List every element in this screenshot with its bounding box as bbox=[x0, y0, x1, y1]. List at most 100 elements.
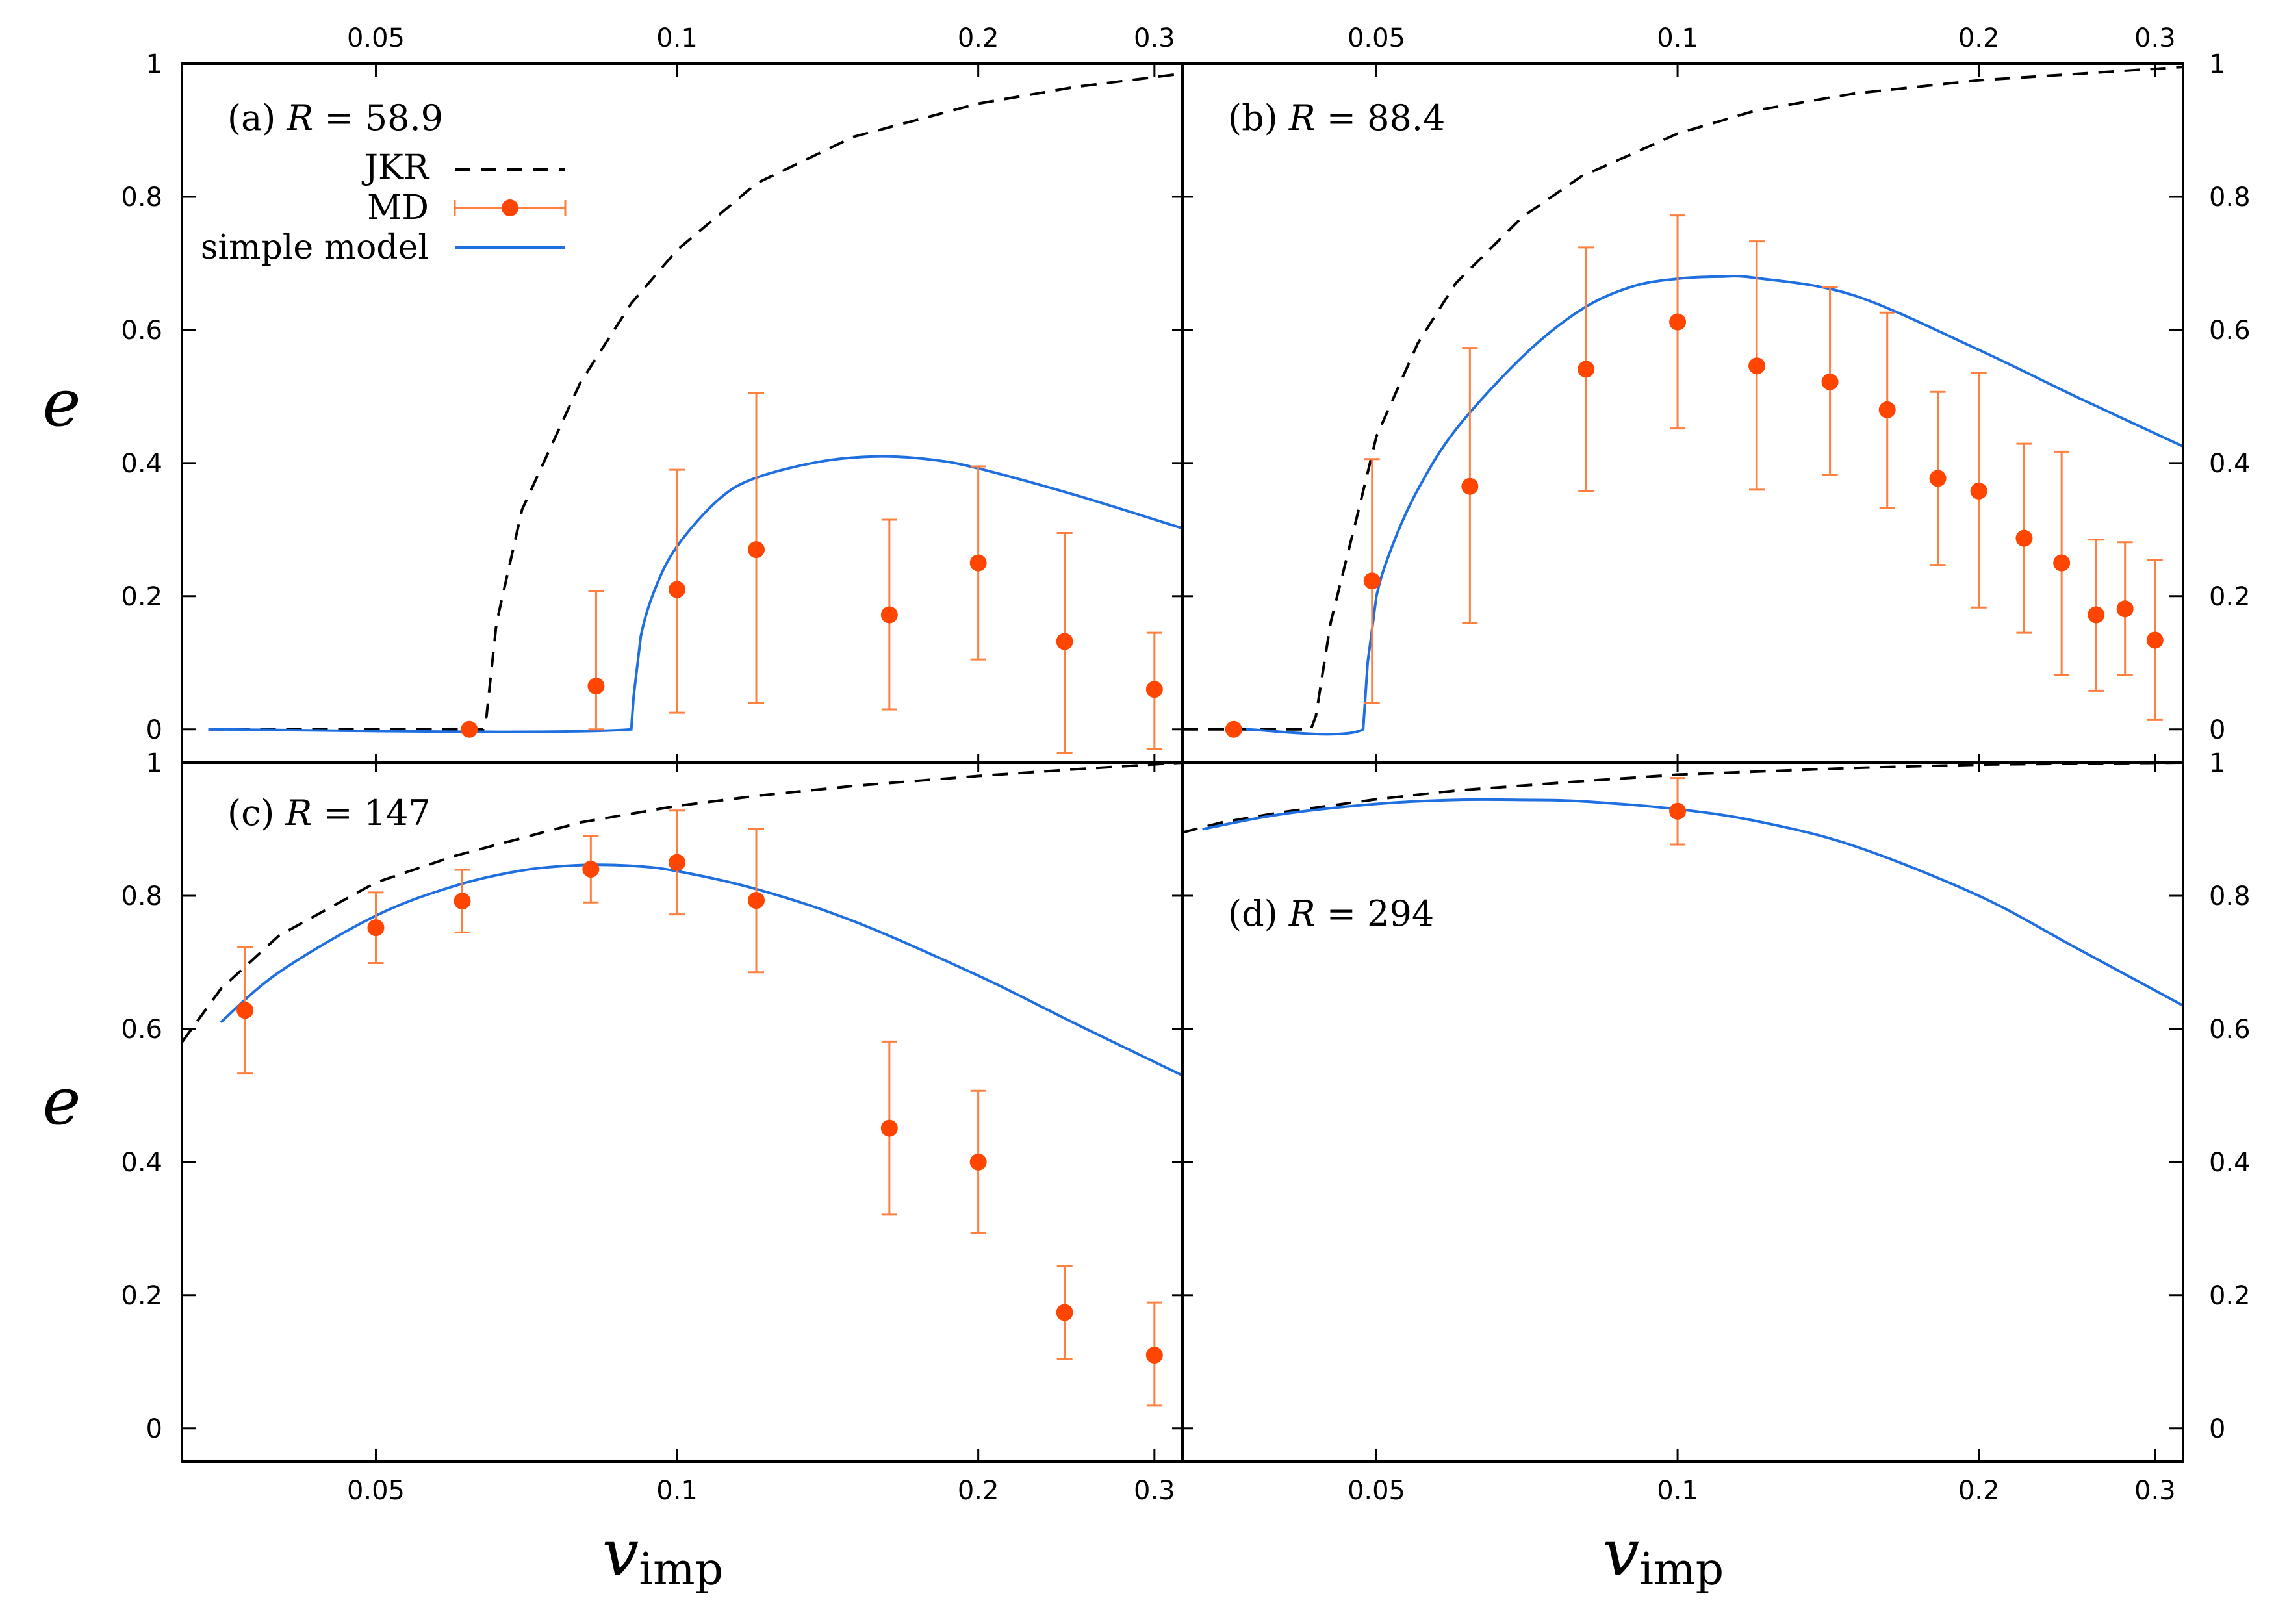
x-tick-label-bottom: 0.05 bbox=[1348, 1476, 1405, 1506]
x-tick-label-bottom: 0.2 bbox=[958, 1476, 999, 1506]
legend: JKR MD simple model bbox=[201, 148, 567, 267]
y-tick-label-left: 0.2 bbox=[121, 582, 162, 612]
md-point bbox=[669, 854, 686, 871]
md-point bbox=[1929, 470, 1947, 487]
md-point bbox=[1363, 572, 1381, 590]
legend-label-model: simple model bbox=[201, 228, 429, 267]
y-tick-label-right: 0.2 bbox=[2209, 1281, 2251, 1311]
x-axis-label-left: vimp bbox=[602, 1515, 723, 1595]
jkr-curve bbox=[1182, 66, 2183, 731]
md-point bbox=[1578, 361, 1595, 378]
y-tick-label-right: 0.4 bbox=[2209, 449, 2251, 479]
simple-model-curve bbox=[220, 863, 1182, 1077]
panel-a bbox=[208, 72, 1182, 754]
panel-label-d: (d) R = 294 bbox=[1228, 893, 1434, 934]
y-tick-label-left: 0.6 bbox=[121, 316, 162, 346]
md-point bbox=[880, 606, 898, 624]
md-point bbox=[2015, 529, 2033, 547]
y-tick-label-right: 0 bbox=[2209, 1414, 2225, 1444]
md-point bbox=[969, 1153, 987, 1171]
x-tick-label-bottom: 0.3 bbox=[1134, 1476, 1175, 1506]
x-axis-label-right: vimp bbox=[1603, 1515, 1724, 1595]
panel-d bbox=[1182, 763, 2183, 1007]
panel-plot-area bbox=[208, 72, 1182, 754]
y-tick-label-left: 0.8 bbox=[121, 882, 162, 911]
y-tick-label-left: 1 bbox=[146, 748, 162, 778]
md-point bbox=[1878, 401, 1896, 418]
y-tick-label-left: 0.2 bbox=[121, 1281, 162, 1311]
md-point bbox=[587, 678, 605, 695]
legend-label-md: MD bbox=[367, 188, 429, 227]
panel-c bbox=[182, 763, 1182, 1407]
md-point bbox=[236, 1002, 254, 1019]
axis-ticks: 0.05 0.05 0.1 0.1 0.2 0.2 0.3 0.3 0.05 0.05 0.1 0.1… bbox=[121, 23, 2250, 1506]
x-tick-label-bottom: 0.3 bbox=[2134, 1476, 2176, 1506]
panel-plot-area bbox=[182, 763, 1182, 1407]
simple-model-curve bbox=[208, 455, 1182, 733]
md-point bbox=[748, 541, 765, 559]
y-tick-label-left: 0.6 bbox=[121, 1015, 162, 1045]
y-tick-label-right: 0.6 bbox=[2209, 1015, 2251, 1045]
md-point bbox=[669, 581, 686, 598]
legend-label-jkr: JKR bbox=[361, 148, 430, 187]
panel-label-c: (c) R = 147 bbox=[227, 793, 431, 833]
md-point bbox=[367, 919, 385, 937]
y-tick-label-right: 0.6 bbox=[2209, 316, 2251, 346]
y-tick-label-right: 1 bbox=[2209, 49, 2225, 79]
y-tick-label-left: 0.4 bbox=[121, 449, 162, 479]
y-tick-label-right: 0.2 bbox=[2209, 582, 2251, 612]
panel-label-b: (b) R = 88.4 bbox=[1228, 97, 1445, 138]
x-tick-label-bottom: 0.1 bbox=[1657, 1476, 1698, 1506]
md-point bbox=[1145, 1347, 1163, 1364]
y-tick-label-right: 0.8 bbox=[2209, 882, 2251, 911]
x-tick-label-top: 0.2 bbox=[958, 23, 999, 53]
y-tick-label-right: 0 bbox=[2209, 715, 2225, 745]
md-point bbox=[969, 554, 987, 572]
panel-plot-area bbox=[1182, 763, 2183, 1007]
y-tick-label-right: 1 bbox=[2209, 748, 2225, 778]
y-tick-label-left: 0.4 bbox=[121, 1148, 162, 1178]
md-point bbox=[880, 1119, 898, 1137]
y-tick-label-left: 1 bbox=[146, 49, 162, 79]
md-point bbox=[1145, 681, 1163, 698]
md-point bbox=[1056, 1304, 1073, 1321]
x-tick-label-top: 0.1 bbox=[656, 23, 698, 53]
x-tick-label-top: 0.05 bbox=[347, 23, 405, 53]
x-tick-label-top: 0.1 bbox=[1657, 23, 1698, 53]
legend-swatch-md-marker bbox=[502, 199, 518, 216]
panel-b bbox=[1182, 66, 2183, 738]
x-tick-label-top: 0.3 bbox=[1134, 23, 1175, 53]
x-tick-label-top: 0.2 bbox=[1958, 23, 2000, 53]
x-tick-label-top: 0.3 bbox=[2134, 23, 2176, 53]
x-tick-label-bottom: 0.05 bbox=[347, 1476, 405, 1506]
md-point bbox=[1056, 633, 1073, 650]
md-point bbox=[1748, 357, 1766, 375]
y-axis-label-top: e bbox=[42, 365, 81, 441]
x-tick-label-bottom: 0.1 bbox=[656, 1476, 698, 1506]
md-point bbox=[748, 892, 765, 909]
md-point bbox=[1225, 720, 1242, 738]
md-point bbox=[1821, 373, 1839, 390]
panel-plot-area bbox=[1182, 66, 2183, 738]
md-point bbox=[2116, 600, 2134, 618]
y-axis-label-bottom: e bbox=[42, 1063, 81, 1139]
md-point bbox=[582, 860, 600, 878]
md-point bbox=[2088, 606, 2105, 624]
jkr-curve bbox=[208, 72, 1182, 731]
md-point bbox=[1669, 802, 1687, 820]
md-point bbox=[2053, 554, 2071, 572]
simple-model-curve bbox=[1246, 275, 2183, 736]
jkr-curve bbox=[182, 763, 1182, 1043]
md-point bbox=[454, 893, 471, 910]
y-tick-label-left: 0 bbox=[146, 1414, 162, 1444]
md-point bbox=[2146, 631, 2164, 649]
x-tick-label-top: 0.05 bbox=[1348, 23, 1405, 53]
jkr-curve bbox=[1182, 763, 2183, 834]
md-point bbox=[1461, 477, 1479, 495]
y-tick-label-right: 0.8 bbox=[2209, 183, 2251, 212]
y-tick-label-left: 0 bbox=[146, 715, 162, 745]
md-point bbox=[1970, 482, 1987, 500]
panel-label-a: (a) R = 58.9 bbox=[227, 97, 443, 138]
md-point bbox=[1669, 313, 1687, 331]
